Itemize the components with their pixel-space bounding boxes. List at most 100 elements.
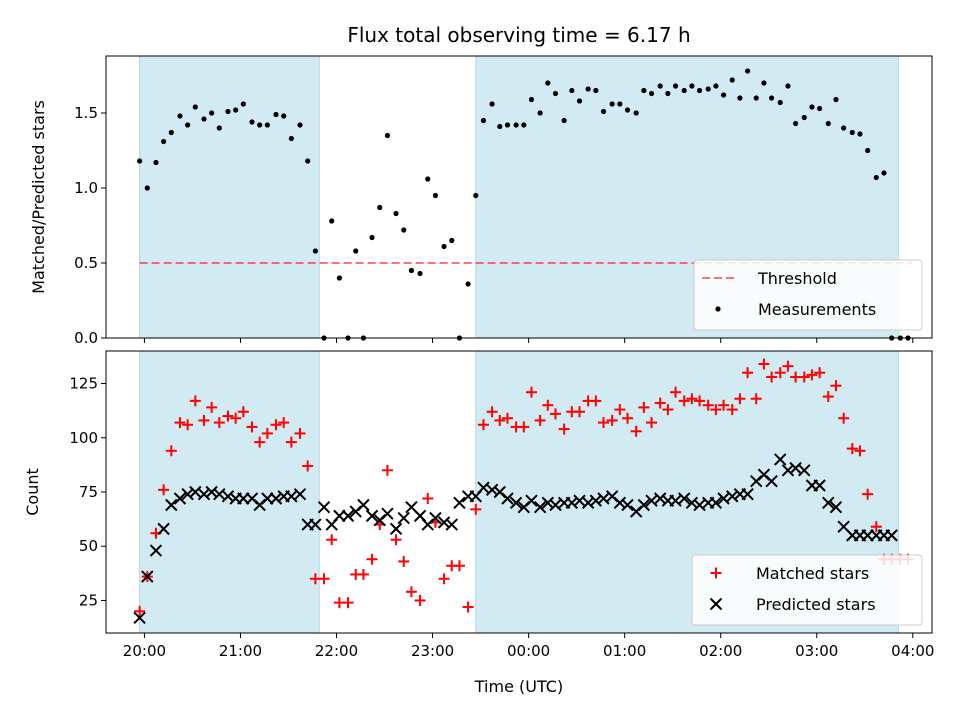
measurement-point xyxy=(569,87,575,94)
matched-star-point xyxy=(710,404,722,416)
matched-star-point xyxy=(525,386,537,398)
matched-star-point xyxy=(574,406,586,418)
shaded-interval xyxy=(139,55,320,339)
measurement-point xyxy=(297,122,303,128)
matched-star-point xyxy=(198,414,210,426)
measurement-point xyxy=(600,108,607,115)
predicted-star-point xyxy=(389,522,403,536)
bottom-legend: Matched stars Predicted stars xyxy=(691,554,923,626)
matched-star-point xyxy=(422,493,434,505)
measurement-point xyxy=(585,86,591,92)
measurement-point xyxy=(161,138,167,145)
predicted-star-point xyxy=(685,496,699,510)
y-tick-label: 1.0 xyxy=(74,179,98,197)
y-tick-label: 100 xyxy=(69,429,98,447)
measurement-point xyxy=(825,120,831,127)
measurement-point xyxy=(369,234,375,241)
x-tick-label: 03:00 xyxy=(795,642,838,660)
matched-star-point xyxy=(622,412,634,424)
x-tick-label: 02:00 xyxy=(699,642,742,660)
matched-star-point xyxy=(830,380,842,392)
predicted-star-point xyxy=(709,496,723,510)
bottom-panel-counts: 25 50 75 100 125 20:00 21:00 22:00 23:00 00:00 01… xyxy=(23,350,934,660)
matched-star-point xyxy=(678,395,690,407)
matched-star-point xyxy=(686,393,698,405)
measurement-point xyxy=(729,77,735,83)
measurement-point xyxy=(737,95,743,101)
predicted-star-point xyxy=(813,479,826,492)
x-tick-label: 04:00 xyxy=(891,642,934,660)
matched-star-point xyxy=(670,386,682,398)
matched-star-point xyxy=(822,391,834,403)
matched-star-point xyxy=(318,573,330,585)
matched-star-point xyxy=(254,436,266,448)
matched-star-point xyxy=(854,445,866,457)
matched-star-point xyxy=(518,421,530,433)
predicted-star-point xyxy=(437,516,451,529)
matched-star-point xyxy=(230,412,242,424)
measurement-point xyxy=(225,108,231,115)
shaded-interval xyxy=(139,350,320,634)
matched-star-point xyxy=(261,427,273,439)
predicted-star-point xyxy=(885,529,898,542)
measurement-point xyxy=(441,243,447,250)
y-tick-label: 1.5 xyxy=(74,104,98,122)
measurement-point xyxy=(288,135,294,142)
matched-star-point xyxy=(189,395,201,407)
measurement-point xyxy=(817,105,823,112)
matched-star-point xyxy=(285,436,297,448)
predicted-star-point xyxy=(765,474,778,488)
matched-star-point xyxy=(462,601,474,613)
measurement-point xyxy=(648,90,655,97)
measurement-point xyxy=(233,107,239,113)
measurement-point xyxy=(449,237,455,244)
x-axis-label: Time (UTC) xyxy=(474,677,563,696)
matched-star-point xyxy=(237,406,249,418)
y-tick-label: 75 xyxy=(79,483,98,501)
measurement-point xyxy=(561,117,567,124)
predicted-star-point xyxy=(637,498,651,512)
measurement-point xyxy=(617,101,623,107)
matched-star-point xyxy=(862,488,874,500)
measurement-point xyxy=(593,87,599,94)
x-tick-label: 22:00 xyxy=(315,642,358,660)
matched-star-point xyxy=(414,594,426,606)
matched-star-point xyxy=(494,414,506,426)
measurement-point xyxy=(273,111,279,118)
measurement-point xyxy=(249,119,255,125)
top-legend: Threshold Measurements xyxy=(693,259,923,331)
matched-star-point xyxy=(165,445,177,457)
y-tick-label: 50 xyxy=(79,537,98,555)
predicted-star-point xyxy=(341,509,355,523)
legend-label: Matched stars xyxy=(756,564,869,583)
predicted-star-point xyxy=(293,487,307,501)
measurement-point xyxy=(753,95,759,101)
measurement-point xyxy=(513,122,519,128)
predicted-star-point xyxy=(181,487,194,501)
matched-star-point xyxy=(342,597,354,609)
predicted-star-point xyxy=(173,492,187,505)
matched-star-point xyxy=(390,534,402,546)
measurement-point xyxy=(705,86,711,92)
predicted-star-point xyxy=(774,453,787,466)
measurement-point xyxy=(881,170,887,176)
predicted-star-point xyxy=(157,522,170,536)
predicted-star-point xyxy=(397,511,410,525)
predicted-star-point xyxy=(141,570,154,583)
matched-star-point xyxy=(718,399,730,411)
matched-star-point xyxy=(662,404,674,416)
measurement-point xyxy=(576,98,583,104)
matched-star-point xyxy=(654,397,666,409)
measurement-point xyxy=(552,90,559,97)
bottom-y-axis-label: Count xyxy=(23,468,42,516)
matched-star-point xyxy=(806,369,818,381)
measurement-point xyxy=(809,104,815,110)
predicted-star-point xyxy=(357,498,370,512)
predicted-star-point xyxy=(429,511,442,525)
measurement-point xyxy=(769,95,775,101)
measurement-point xyxy=(417,270,423,277)
matched-star-point xyxy=(381,464,393,476)
predicted-star-point xyxy=(829,500,843,514)
measurement-point xyxy=(393,210,399,217)
